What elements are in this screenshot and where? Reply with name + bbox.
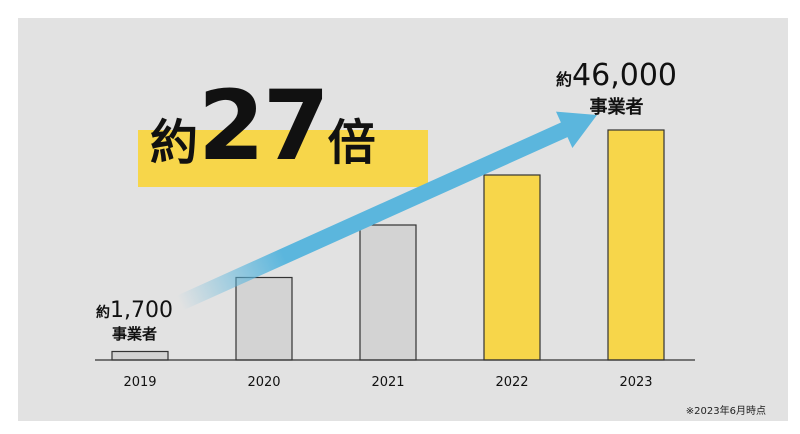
end-prefix: 約 — [556, 70, 573, 89]
start-prefix: 約 — [96, 305, 110, 321]
bar-2020 — [235, 276, 293, 361]
growth-arrow — [176, 111, 597, 311]
x-tick-2020: 2020 — [247, 375, 280, 390]
headline-number: 27 — [198, 70, 330, 182]
start-value: 1,700 — [110, 298, 173, 323]
end-value: 46,000 — [572, 58, 677, 93]
bar-2023 — [607, 129, 665, 361]
footnote: ※2023年6月時点 — [685, 406, 766, 417]
headline-prefix: 約 — [150, 115, 199, 171]
headline-multiplier: 約 27 倍 — [150, 70, 376, 190]
headline-highlight — [138, 130, 428, 187]
x-tick-2023: 2023 — [619, 375, 652, 390]
bar-2021 — [359, 224, 417, 361]
end-unit: 事業者 — [589, 97, 644, 118]
start-annotation: 約1,700 事業者 — [96, 298, 173, 344]
bar-2019 — [111, 350, 169, 361]
bar-2022 — [483, 174, 541, 361]
headline-suffix: 倍 — [327, 115, 376, 171]
start-unit: 事業者 — [111, 325, 157, 343]
x-tick-2021: 2021 — [371, 375, 404, 390]
end-annotation: 約46,000 事業者 — [556, 58, 677, 119]
x-tick-2022: 2022 — [495, 375, 528, 390]
arrow-shaft — [176, 111, 597, 311]
x-tick-2019: 2019 — [123, 375, 156, 390]
